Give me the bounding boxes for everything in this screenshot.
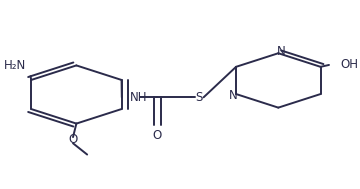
Text: S: S: [195, 91, 203, 104]
Text: O: O: [153, 129, 162, 142]
Text: H₂N: H₂N: [4, 60, 26, 72]
Text: O: O: [68, 133, 78, 146]
Text: OH: OH: [341, 57, 359, 70]
Text: N: N: [229, 89, 238, 102]
Text: NH: NH: [130, 91, 148, 104]
Text: N: N: [276, 45, 285, 58]
